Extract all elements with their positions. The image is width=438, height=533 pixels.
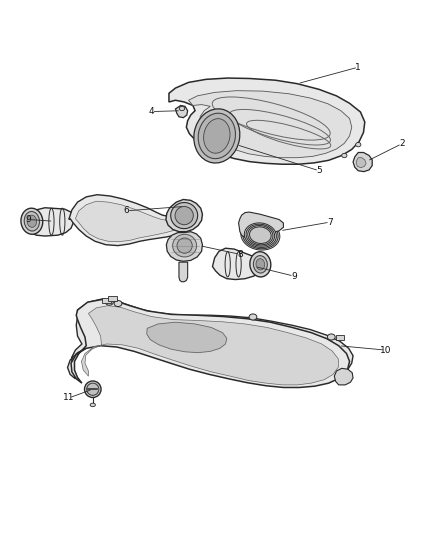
Ellipse shape — [194, 109, 240, 163]
Ellipse shape — [87, 383, 99, 395]
Polygon shape — [334, 368, 353, 385]
Ellipse shape — [198, 113, 236, 159]
Polygon shape — [69, 195, 193, 246]
Ellipse shape — [204, 119, 230, 153]
Polygon shape — [212, 248, 261, 279]
Ellipse shape — [114, 301, 122, 306]
Polygon shape — [147, 322, 227, 353]
Polygon shape — [188, 91, 352, 158]
Ellipse shape — [327, 334, 335, 340]
Text: 11: 11 — [63, 393, 74, 402]
Polygon shape — [67, 299, 353, 384]
Ellipse shape — [21, 208, 43, 235]
Text: 7: 7 — [327, 217, 333, 227]
Polygon shape — [166, 199, 202, 232]
Ellipse shape — [173, 235, 197, 257]
Ellipse shape — [250, 252, 271, 277]
Ellipse shape — [244, 223, 276, 247]
Text: 1: 1 — [355, 63, 361, 71]
Ellipse shape — [246, 224, 275, 246]
Ellipse shape — [248, 225, 273, 245]
Ellipse shape — [171, 203, 198, 229]
Ellipse shape — [249, 314, 257, 320]
Polygon shape — [71, 300, 350, 387]
Ellipse shape — [342, 154, 347, 158]
Ellipse shape — [253, 256, 267, 273]
Text: 6: 6 — [124, 206, 130, 215]
Polygon shape — [353, 152, 372, 172]
Ellipse shape — [241, 220, 280, 250]
Ellipse shape — [85, 381, 101, 398]
Text: 5: 5 — [316, 166, 322, 175]
Ellipse shape — [27, 215, 37, 227]
Ellipse shape — [90, 403, 95, 407]
Polygon shape — [75, 201, 188, 241]
Text: 9: 9 — [25, 215, 31, 224]
Text: 2: 2 — [399, 139, 405, 148]
Text: 9: 9 — [291, 272, 297, 280]
Ellipse shape — [180, 107, 185, 111]
Polygon shape — [28, 208, 73, 236]
Polygon shape — [169, 78, 365, 164]
Ellipse shape — [177, 238, 192, 253]
Ellipse shape — [243, 222, 278, 249]
Ellipse shape — [24, 212, 39, 231]
Ellipse shape — [256, 259, 265, 270]
Polygon shape — [102, 298, 111, 303]
Polygon shape — [176, 106, 187, 118]
Text: 4: 4 — [149, 107, 154, 116]
Polygon shape — [108, 296, 117, 301]
Ellipse shape — [356, 142, 361, 147]
Polygon shape — [166, 232, 202, 261]
Text: 10: 10 — [379, 345, 391, 354]
Polygon shape — [239, 212, 283, 238]
Polygon shape — [81, 305, 339, 385]
Polygon shape — [356, 158, 366, 168]
Ellipse shape — [106, 299, 113, 305]
Text: 8: 8 — [237, 250, 243, 259]
Polygon shape — [336, 335, 344, 341]
Ellipse shape — [250, 227, 271, 244]
Ellipse shape — [175, 206, 193, 225]
Polygon shape — [179, 262, 187, 282]
